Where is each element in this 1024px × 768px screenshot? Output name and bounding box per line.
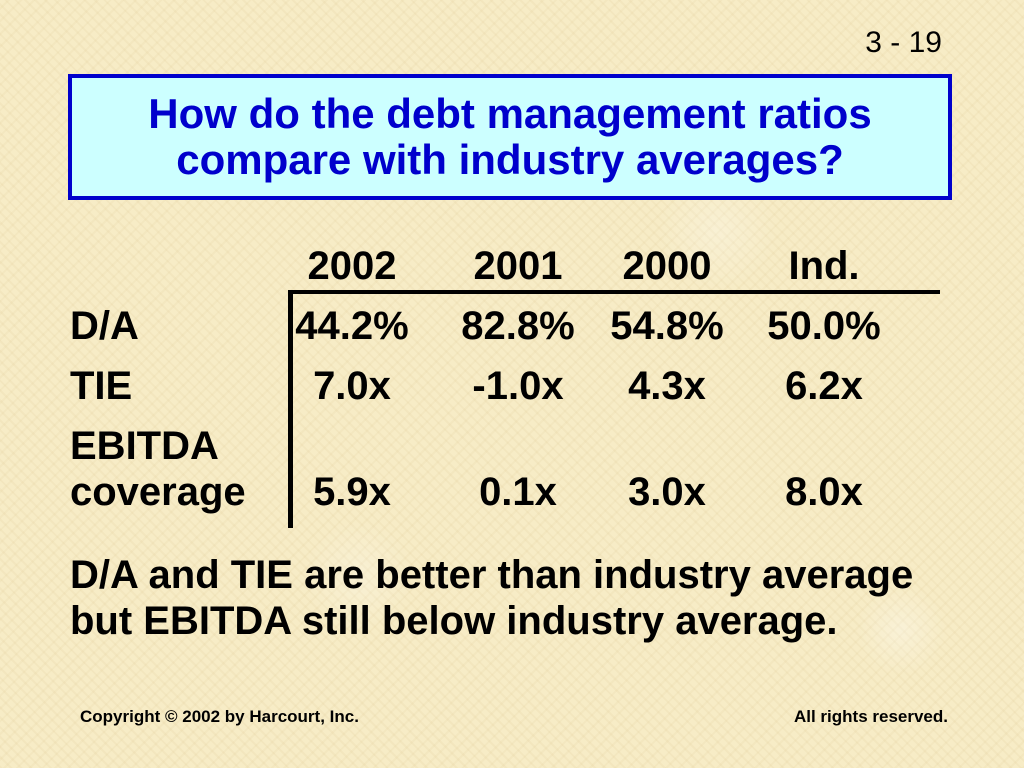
copyright-footer: Copyright © 2002 by Harcourt, Inc. bbox=[80, 707, 359, 726]
cell-ebitda-2001: 0.1x bbox=[479, 470, 557, 514]
cell-ebitda-industry: 8.0x bbox=[785, 470, 863, 514]
conclusion-text: D/A and TIE are better than industry ave… bbox=[70, 553, 914, 643]
cell-tie-2001: -1.0x bbox=[472, 364, 564, 408]
row-label-ebitda-line2: coverage bbox=[70, 470, 246, 514]
cell-da-2000: 54.8% bbox=[610, 304, 724, 348]
cell-da-2001: 82.8% bbox=[461, 304, 575, 348]
column-header-2002: 2002 bbox=[307, 244, 397, 288]
row-label-da: D/A bbox=[70, 304, 139, 348]
table-label-divider bbox=[288, 290, 293, 528]
cell-tie-2000: 4.3x bbox=[628, 364, 706, 408]
rights-footer: All rights reserved. bbox=[793, 707, 948, 726]
slide-title: How do the debt management ratios compar… bbox=[148, 90, 872, 183]
row-label-ebitda-line1: EBITDA bbox=[70, 424, 219, 468]
cell-da-industry: 50.0% bbox=[767, 304, 881, 348]
title-box: How do the debt management ratios compar… bbox=[68, 74, 952, 200]
table-header-divider bbox=[288, 290, 940, 294]
cell-ebitda-2000: 3.0x bbox=[628, 470, 706, 514]
cell-ebitda-2002: 5.9x bbox=[313, 470, 391, 514]
slide-number: 3 - 19 bbox=[865, 26, 942, 59]
column-header-2001: 2001 bbox=[473, 244, 563, 288]
column-header-industry: Ind. bbox=[788, 244, 860, 288]
cell-tie-industry: 6.2x bbox=[785, 364, 863, 408]
column-header-2000: 2000 bbox=[622, 244, 712, 288]
cell-da-2002: 44.2% bbox=[295, 304, 409, 348]
cell-tie-2002: 7.0x bbox=[313, 364, 391, 408]
row-label-tie: TIE bbox=[70, 364, 133, 408]
